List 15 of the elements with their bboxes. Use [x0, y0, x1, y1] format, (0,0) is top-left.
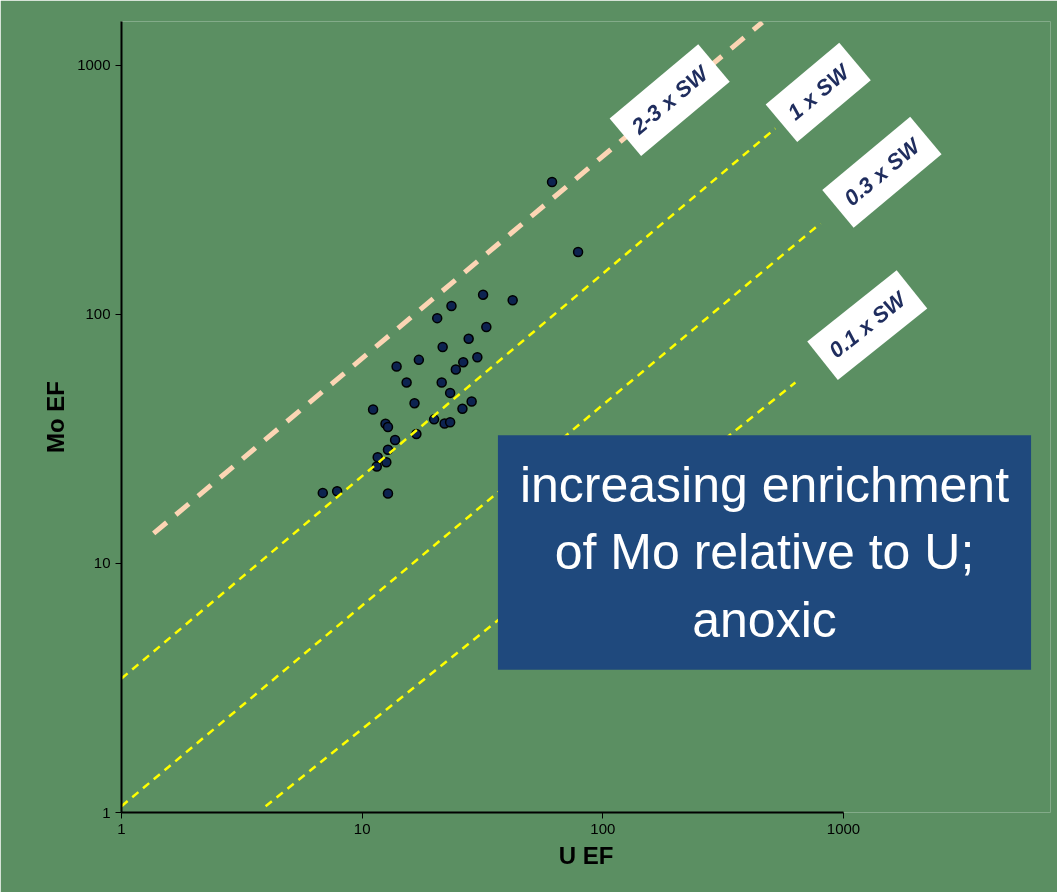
text: 2-3 x SW: [625, 59, 715, 140]
text: 0.3 x SW: [839, 132, 927, 211]
x-tick-label: 1: [117, 819, 126, 837]
y-tick-label: 10: [93, 554, 111, 572]
x-tick-label: 100: [590, 819, 616, 837]
x-tick-label: 10: [353, 819, 371, 837]
annotation: increasing enrichment of Mo relative to U; anoxic: [519, 457, 1010, 648]
x-tick-label: 1000: [826, 819, 861, 837]
y-tick-label: 1: [102, 803, 111, 821]
text: 0.1 x SW: [824, 285, 913, 364]
text: 1 x SW: [782, 58, 856, 126]
y-tick-label: 100: [85, 305, 111, 323]
y-axis-title: Mo EF: [42, 380, 70, 453]
y-tick-label: 1000: [77, 56, 111, 74]
x-axis-title: U EF: [558, 841, 614, 869]
